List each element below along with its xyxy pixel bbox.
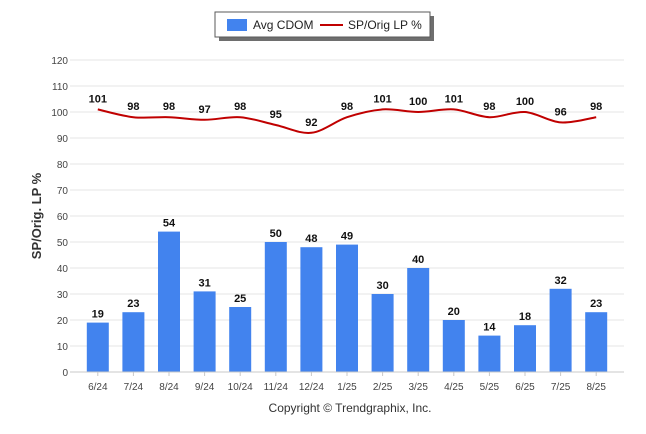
bar-value-label: 54 [163,218,176,230]
bar [371,294,394,372]
line-value-label: 98 [163,101,175,113]
x-tick-label: 1/25 [337,382,357,393]
bar-value-label: 20 [448,306,460,318]
line-value-label: 98 [590,101,602,113]
y-tick-label: 30 [57,290,69,301]
line-value-label: 101 [445,93,463,105]
bar-value-label: 40 [412,254,424,266]
bar-value-label: 14 [483,322,496,334]
x-tick-label: 9/24 [195,382,215,393]
line-data-labels: 101 98 98 97 98 95 92 98 101 100 101 98 100 96 98 [89,93,603,128]
bar-value-label: 18 [519,311,531,323]
y-axis-ticks: 0 10 20 30 40 50 60 70 80 90 100 110 120 [51,56,68,379]
line-value-label: 95 [270,109,282,121]
line-value-label: 92 [305,117,317,129]
legend: Avg CDOM SP/Orig LP % [214,11,434,41]
x-tick-label: 10/24 [228,382,253,393]
line-value-label: 101 [373,93,391,105]
y-tick-label: 100 [51,108,68,119]
line-value-label: 98 [127,101,139,113]
legend-bar-label: Avg CDOM [253,18,313,32]
y-tick-label: 60 [57,212,69,223]
line-value-label: 97 [198,104,210,116]
line-path [97,108,597,134]
line-series [97,108,597,134]
bar-value-label: 23 [590,298,602,310]
y-tick-label: 80 [57,160,69,171]
bar [442,320,465,372]
y-tick-label: 120 [51,56,68,67]
bar [514,325,536,372]
bar [264,242,287,372]
legend-bar-swatch [227,19,247,31]
line-value-label: 96 [554,106,566,118]
x-tick-label: 8/25 [586,382,606,393]
bar [300,247,323,372]
bar-value-label: 30 [376,280,388,292]
line-value-label: 100 [516,96,534,108]
x-tick-label: 12/24 [299,382,324,393]
x-axis-ticks: 6/24 7/24 8/24 9/24 10/24 11/24 12/24 1/25 2/25 3… [88,372,606,393]
x-tick-label: 7/24 [124,382,144,393]
legend-line-label: SP/Orig LP % [348,18,422,32]
bar-value-label: 31 [198,277,210,289]
x-tick-label: 8/24 [159,382,179,393]
y-axis-title: SP/Orig. LP % [29,172,44,259]
y-tick-label: 50 [57,238,69,249]
bar-value-label: 19 [92,309,104,321]
x-tick-label: 7/25 [551,382,571,393]
copyright-text: Copyright © Trendgraphix, Inc. [269,401,432,415]
y-tick-label: 40 [57,264,69,275]
y-tick-label: 90 [57,134,69,145]
y-tick-label: 20 [57,316,69,327]
x-tick-label: 6/24 [88,382,108,393]
bar-value-label: 23 [127,298,139,310]
bar-value-label: 48 [305,233,317,245]
bar-value-label: 25 [234,293,246,305]
y-tick-label: 110 [52,82,68,93]
x-tick-label: 4/25 [444,382,464,393]
x-tick-label: 2/25 [373,382,393,393]
y-tick-label: 70 [57,186,69,197]
bar [158,231,180,372]
bar [86,322,109,372]
bar-value-label: 50 [270,228,282,240]
line-value-label: 98 [234,101,246,113]
y-tick-label: 10 [57,342,69,353]
x-tick-label: 5/25 [480,382,500,393]
bar-data-labels: 19 23 54 31 25 50 48 49 30 40 20 14 18 32 23 [92,218,603,334]
bar [122,312,145,372]
line-value-label: 98 [341,101,353,113]
x-tick-label: 3/25 [408,382,428,393]
line-value-label: 100 [409,96,427,108]
bar [407,268,430,372]
bar [193,291,216,372]
bar-value-label: 32 [554,275,566,287]
bar [549,288,572,372]
line-value-label: 98 [483,101,495,113]
line-value-label: 101 [89,93,107,105]
bar [229,307,252,372]
x-tick-label: 6/25 [515,382,535,393]
bar [585,312,608,372]
bar-series [86,231,608,372]
y-tick-label: 0 [62,368,68,379]
bar-value-label: 49 [341,231,353,243]
bar [478,335,501,372]
bar [336,244,358,372]
x-tick-label: 11/24 [264,382,289,393]
